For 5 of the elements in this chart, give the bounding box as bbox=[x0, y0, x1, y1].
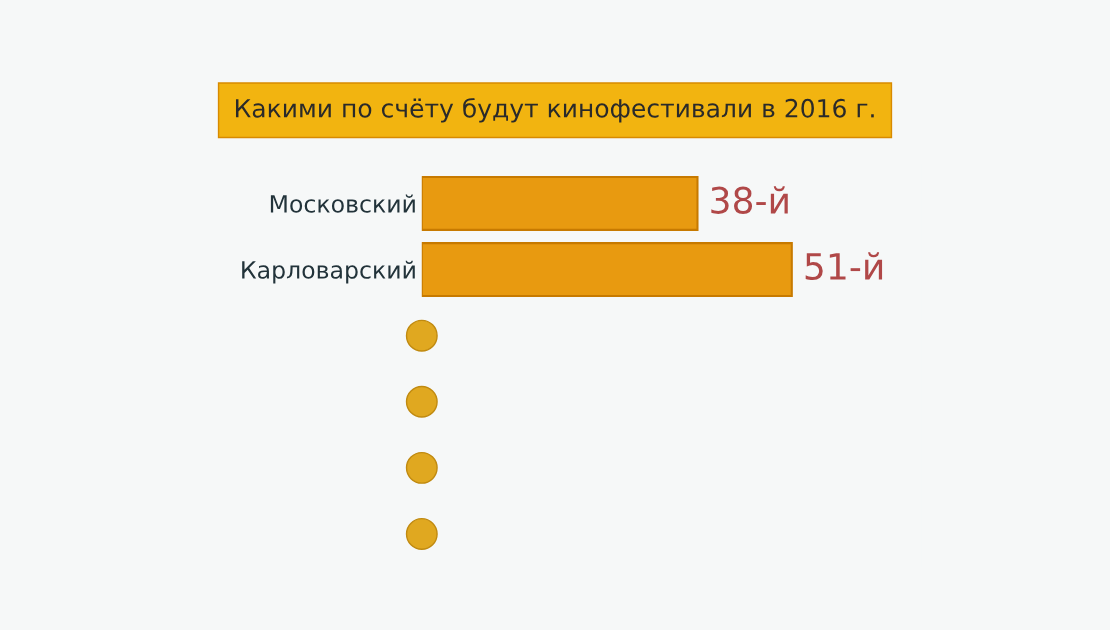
data-label: 38-й bbox=[711, 186, 788, 214]
chart-title: Какими по счёту будут кинофестивали в 2016 г. bbox=[235, 97, 874, 123]
y-tick-label: Московский bbox=[270, 194, 415, 213]
y-tick-label: Карловарский bbox=[242, 260, 415, 284]
data-label: 51-й bbox=[805, 252, 883, 281]
